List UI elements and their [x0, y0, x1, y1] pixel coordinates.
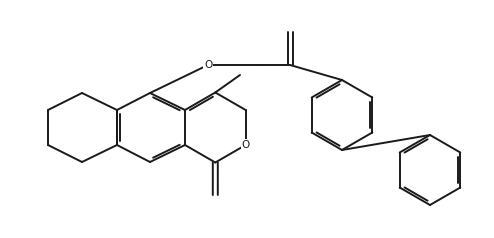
Text: O: O [204, 60, 212, 70]
Text: O: O [242, 140, 250, 150]
